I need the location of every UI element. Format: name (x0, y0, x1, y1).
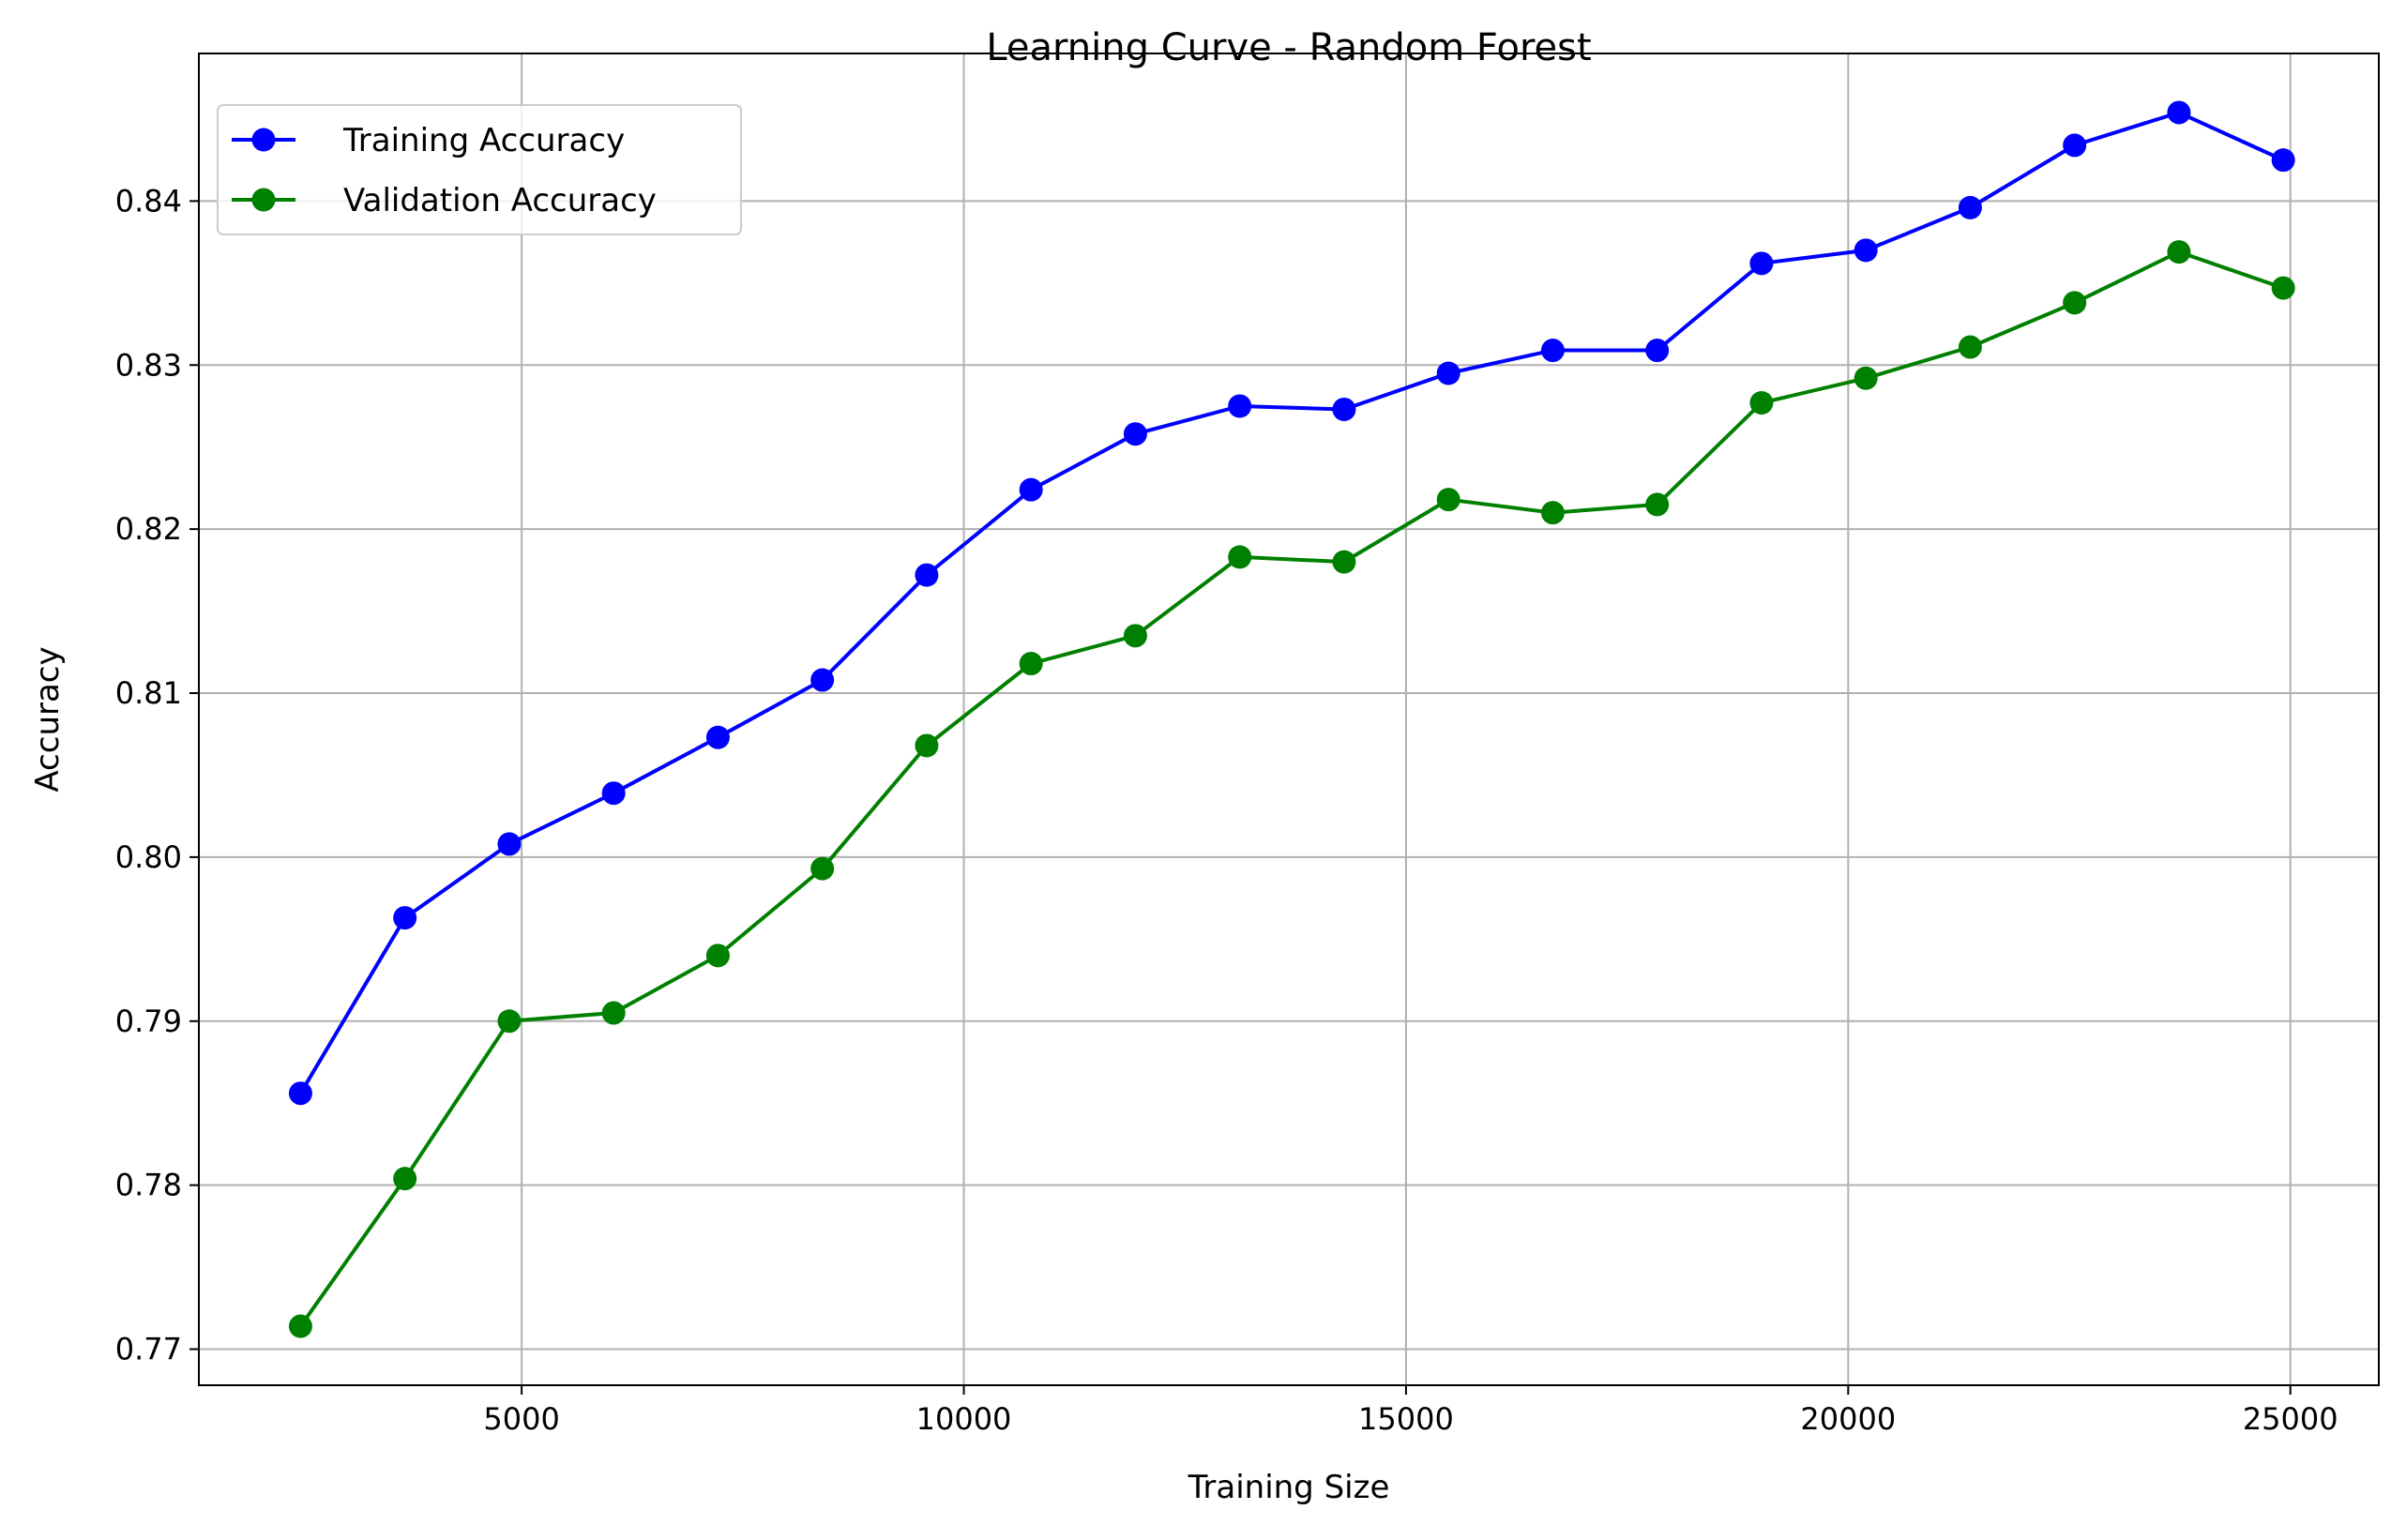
data-point (915, 733, 939, 758)
y-tick-label: 0.79 (115, 1004, 182, 1039)
y-tick-label: 0.78 (115, 1168, 182, 1203)
series-line (298, 111, 2285, 1095)
y-axis-label: Accuracy (29, 646, 67, 792)
y-tick-label: 0.83 (115, 347, 182, 383)
legend-swatch-marker (251, 128, 276, 152)
data-point (1540, 339, 1565, 363)
data-point (1540, 501, 1565, 525)
y-tick-label: 0.82 (115, 511, 182, 547)
x-tick-label: 25000 (2243, 1401, 2338, 1437)
data-point (1854, 238, 1878, 263)
x-tick-label: 15000 (1358, 1401, 1454, 1437)
data-point (2167, 240, 2191, 264)
data-point (393, 906, 417, 930)
ticks-layer: 5000 10000 15000 20000 25000 0.77 0.78 0.79 0.80… (115, 183, 2338, 1437)
data-point (1749, 251, 1774, 276)
data-point (601, 1001, 626, 1025)
legend-frame (217, 104, 742, 235)
grid-layer (199, 53, 2379, 1385)
chart-title: Learning Curve - Random Forest (986, 26, 1591, 69)
data-point (705, 725, 730, 749)
series-training-accuracy (288, 100, 2295, 1106)
x-tick-label: 20000 (1800, 1401, 1896, 1437)
legend-label: Validation Accuracy (343, 182, 657, 219)
y-tick-label: 0.77 (115, 1332, 182, 1367)
series-validation-accuracy (288, 240, 2295, 1338)
data-point (1123, 422, 1147, 446)
data-point (1854, 366, 1878, 390)
legend-item: Validation Accuracy (232, 182, 657, 219)
data-point (2167, 100, 2191, 125)
data-point (1958, 195, 1982, 219)
data-point (1019, 477, 1043, 502)
x-axis-label: Training Size (1188, 1469, 1390, 1506)
legend: Training Accuracy Validation Accuracy (217, 104, 742, 235)
data-point (1019, 652, 1043, 676)
data-point (915, 563, 939, 587)
data-point (1228, 394, 1252, 418)
data-point (1958, 335, 1982, 359)
data-point (1228, 545, 1252, 569)
legend-item: Training Accuracy (232, 122, 625, 159)
data-point (497, 1009, 522, 1034)
data-point (288, 1314, 312, 1338)
data-point (810, 668, 835, 692)
data-point (1332, 397, 1356, 421)
legend-label: Training Accuracy (342, 122, 625, 159)
x-tick-label: 10000 (916, 1401, 1012, 1437)
plot-frame (198, 53, 2380, 1386)
data-point (1436, 488, 1460, 512)
y-tick-label: 0.81 (115, 675, 182, 711)
data-point (393, 1167, 417, 1191)
data-point (1332, 550, 1356, 574)
y-tick-label: 0.80 (115, 839, 182, 875)
series-line (298, 249, 2284, 1328)
series-layer (288, 100, 2295, 1338)
data-point (1645, 492, 1670, 517)
data-point (1436, 361, 1460, 385)
legend-swatch-marker (251, 188, 276, 212)
data-point (2063, 291, 2087, 315)
data-point (288, 1081, 312, 1106)
data-point (497, 832, 522, 856)
x-tick-label: 5000 (483, 1401, 559, 1437)
data-point (2271, 148, 2295, 173)
data-point (1749, 390, 1774, 415)
y-tick-label: 0.84 (115, 183, 182, 219)
data-point (1645, 339, 1670, 363)
data-point (810, 856, 835, 881)
data-point (705, 944, 730, 968)
data-point (2271, 276, 2295, 300)
data-point (1123, 624, 1147, 648)
data-point (601, 781, 626, 806)
data-point (2063, 133, 2087, 158)
